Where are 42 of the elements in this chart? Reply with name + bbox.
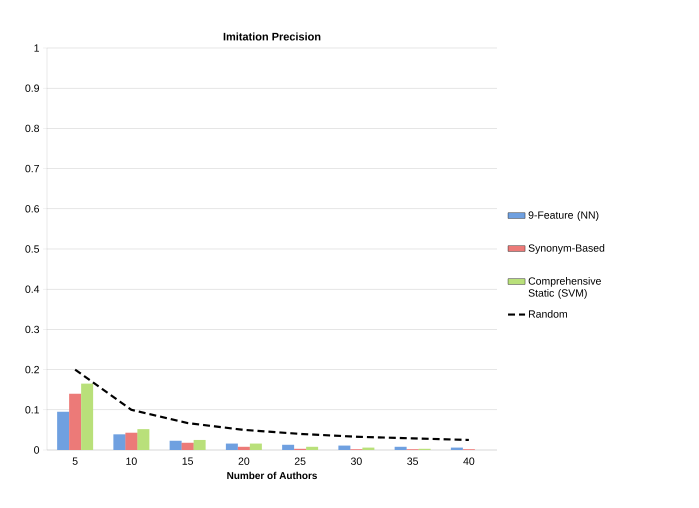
bar — [194, 440, 206, 450]
bar — [226, 444, 238, 450]
bar — [137, 429, 150, 450]
x-tick-label: 25 — [294, 458, 306, 465]
y-tick-label: 0.4 — [25, 286, 40, 293]
bar — [57, 412, 70, 450]
y-tick-label: 0.6 — [25, 205, 40, 213]
x-tick-label: 20 — [238, 458, 250, 465]
legend-label: Random — [528, 310, 567, 318]
y-tick-label: 0.5 — [25, 245, 40, 253]
bar — [282, 444, 294, 450]
x-tick-label: 15 — [182, 458, 193, 465]
bar — [394, 446, 407, 450]
y-tick-label: 0.8 — [25, 124, 40, 132]
bar — [338, 446, 350, 450]
bar — [69, 394, 82, 450]
x-tick-label: 30 — [350, 458, 362, 465]
line-series — [74, 368, 470, 442]
y-tick-label: 0.3 — [25, 326, 40, 334]
y-tick-label: 1 — [34, 44, 39, 52]
x-axis-title: Number of Authors — [227, 472, 317, 480]
x-tick-label: 5 — [72, 458, 78, 465]
y-tick-label: 0.9 — [25, 84, 39, 92]
x-tick-label: 10 — [126, 458, 137, 465]
bar — [81, 384, 94, 450]
legend-label: 9-Feature (NN) — [528, 211, 598, 221]
x-tick-label: 40 — [463, 458, 474, 465]
y-tick-label: 0.2 — [25, 366, 39, 374]
y-tick-label: 0 — [34, 446, 40, 454]
y-tick-label: 0.7 — [25, 164, 39, 172]
bar — [125, 432, 138, 450]
y-tick-label: 0.1 — [25, 406, 39, 414]
chart-title: Imitation Precision — [224, 32, 320, 40]
bar — [238, 446, 250, 450]
bar — [170, 440, 182, 450]
bar — [250, 444, 262, 450]
legend-label: Synonym-Based — [528, 244, 604, 254]
bar — [113, 434, 126, 450]
legend-label: Comprehensive Static (SVM) — [528, 277, 601, 299]
bar — [182, 442, 194, 450]
x-tick-label: 35 — [407, 458, 418, 465]
bar — [306, 446, 318, 450]
